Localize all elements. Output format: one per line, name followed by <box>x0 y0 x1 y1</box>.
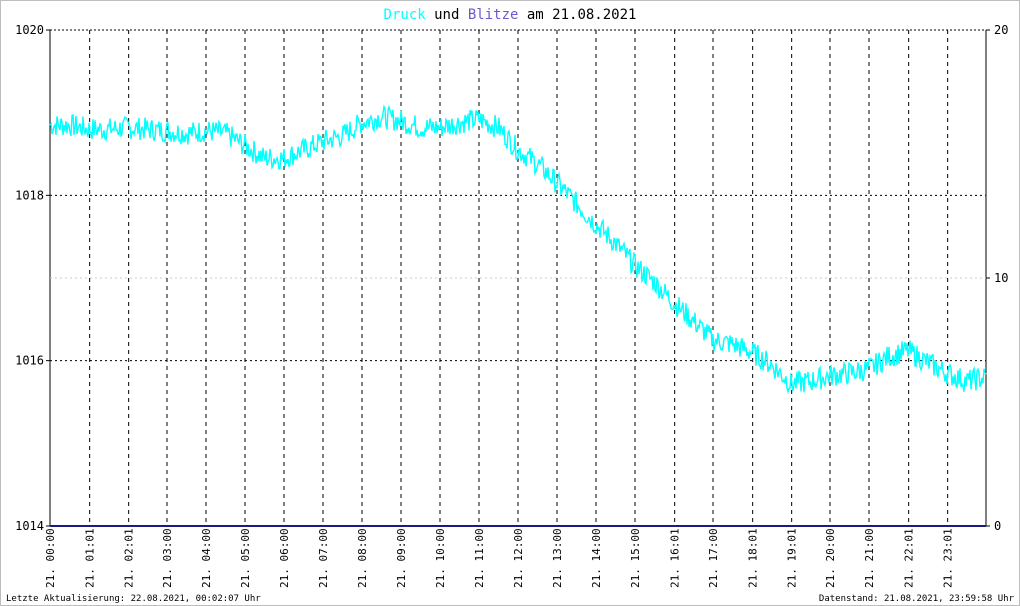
series-line-druck <box>49 104 987 395</box>
x-tick-label: 21. 00:00 <box>44 528 57 588</box>
footer-last-update: Letzte Aktualisierung: 22.08.2021, 00:02… <box>6 594 261 604</box>
series-layer <box>49 104 987 527</box>
x-tick-label: 21. 12:00 <box>512 528 525 588</box>
x-tick-label: 21. 16:01 <box>669 528 682 588</box>
x-tick-label: 21. 08:00 <box>356 528 369 588</box>
x-tick-label: 21. 17:00 <box>707 528 720 588</box>
x-tick-label: 21. 10:00 <box>434 528 447 588</box>
x-tick-label: 21. 07:00 <box>317 528 330 588</box>
title-druck: Druck <box>384 7 427 23</box>
x-tick-label: 21. 05:00 <box>239 528 252 588</box>
x-tick-label: 21. 06:00 <box>278 528 291 588</box>
right-tick-label: 0 <box>994 519 1001 533</box>
x-tick-label: 21. 03:00 <box>161 528 174 588</box>
x-axis-ticks: 21. 00:00 21. 01:01 21. 02:01 21. 03:00 21. … <box>44 528 955 588</box>
x-tick-label: 21. 23:01 <box>942 528 955 588</box>
x-tick-label: 21. 02:01 <box>123 528 136 588</box>
x-tick-label: 21. 20:00 <box>824 528 837 588</box>
title-blitze: Blitze <box>468 7 519 23</box>
right-axis-ticks: 0 10 20 <box>986 23 1008 533</box>
x-tick-label: 21. 18:01 <box>747 528 760 588</box>
right-tick-label: 20 <box>994 23 1008 37</box>
title-date: am 21.08.2021 <box>527 7 637 23</box>
x-tick-label: 21. 21:00 <box>863 528 876 588</box>
chart-title: Druck und Blitze am 21.08.2021 <box>384 7 637 23</box>
x-tick-label: 21. 15:00 <box>629 528 642 588</box>
x-tick-label: 21. 04:00 <box>200 528 213 588</box>
left-axis-ticks: 1014 1016 1018 1020 <box>15 23 50 533</box>
title-und <box>426 7 434 23</box>
footer-data-status: Datenstand: 21.08.2021, 23:59:58 Uhr <box>819 594 1015 604</box>
title-und-word: und <box>434 7 459 23</box>
left-tick-label: 1018 <box>15 188 44 202</box>
right-tick-label: 10 <box>994 271 1008 285</box>
x-tick-label: 21. 13:00 <box>551 528 564 588</box>
x-tick-label: 21. 22:01 <box>903 528 916 588</box>
left-tick-label: 1014 <box>15 519 44 533</box>
x-tick-label: 21. 11:00 <box>473 528 486 588</box>
x-tick-label: 21. 01:01 <box>84 528 97 588</box>
x-tick-label: 21. 09:00 <box>395 528 408 588</box>
x-tick-label: 21. 19:01 <box>786 528 799 588</box>
left-tick-label: 1020 <box>15 23 44 37</box>
left-tick-label: 1016 <box>15 354 44 368</box>
x-tick-label: 21. 14:00 <box>590 528 603 588</box>
grid <box>49 29 987 526</box>
